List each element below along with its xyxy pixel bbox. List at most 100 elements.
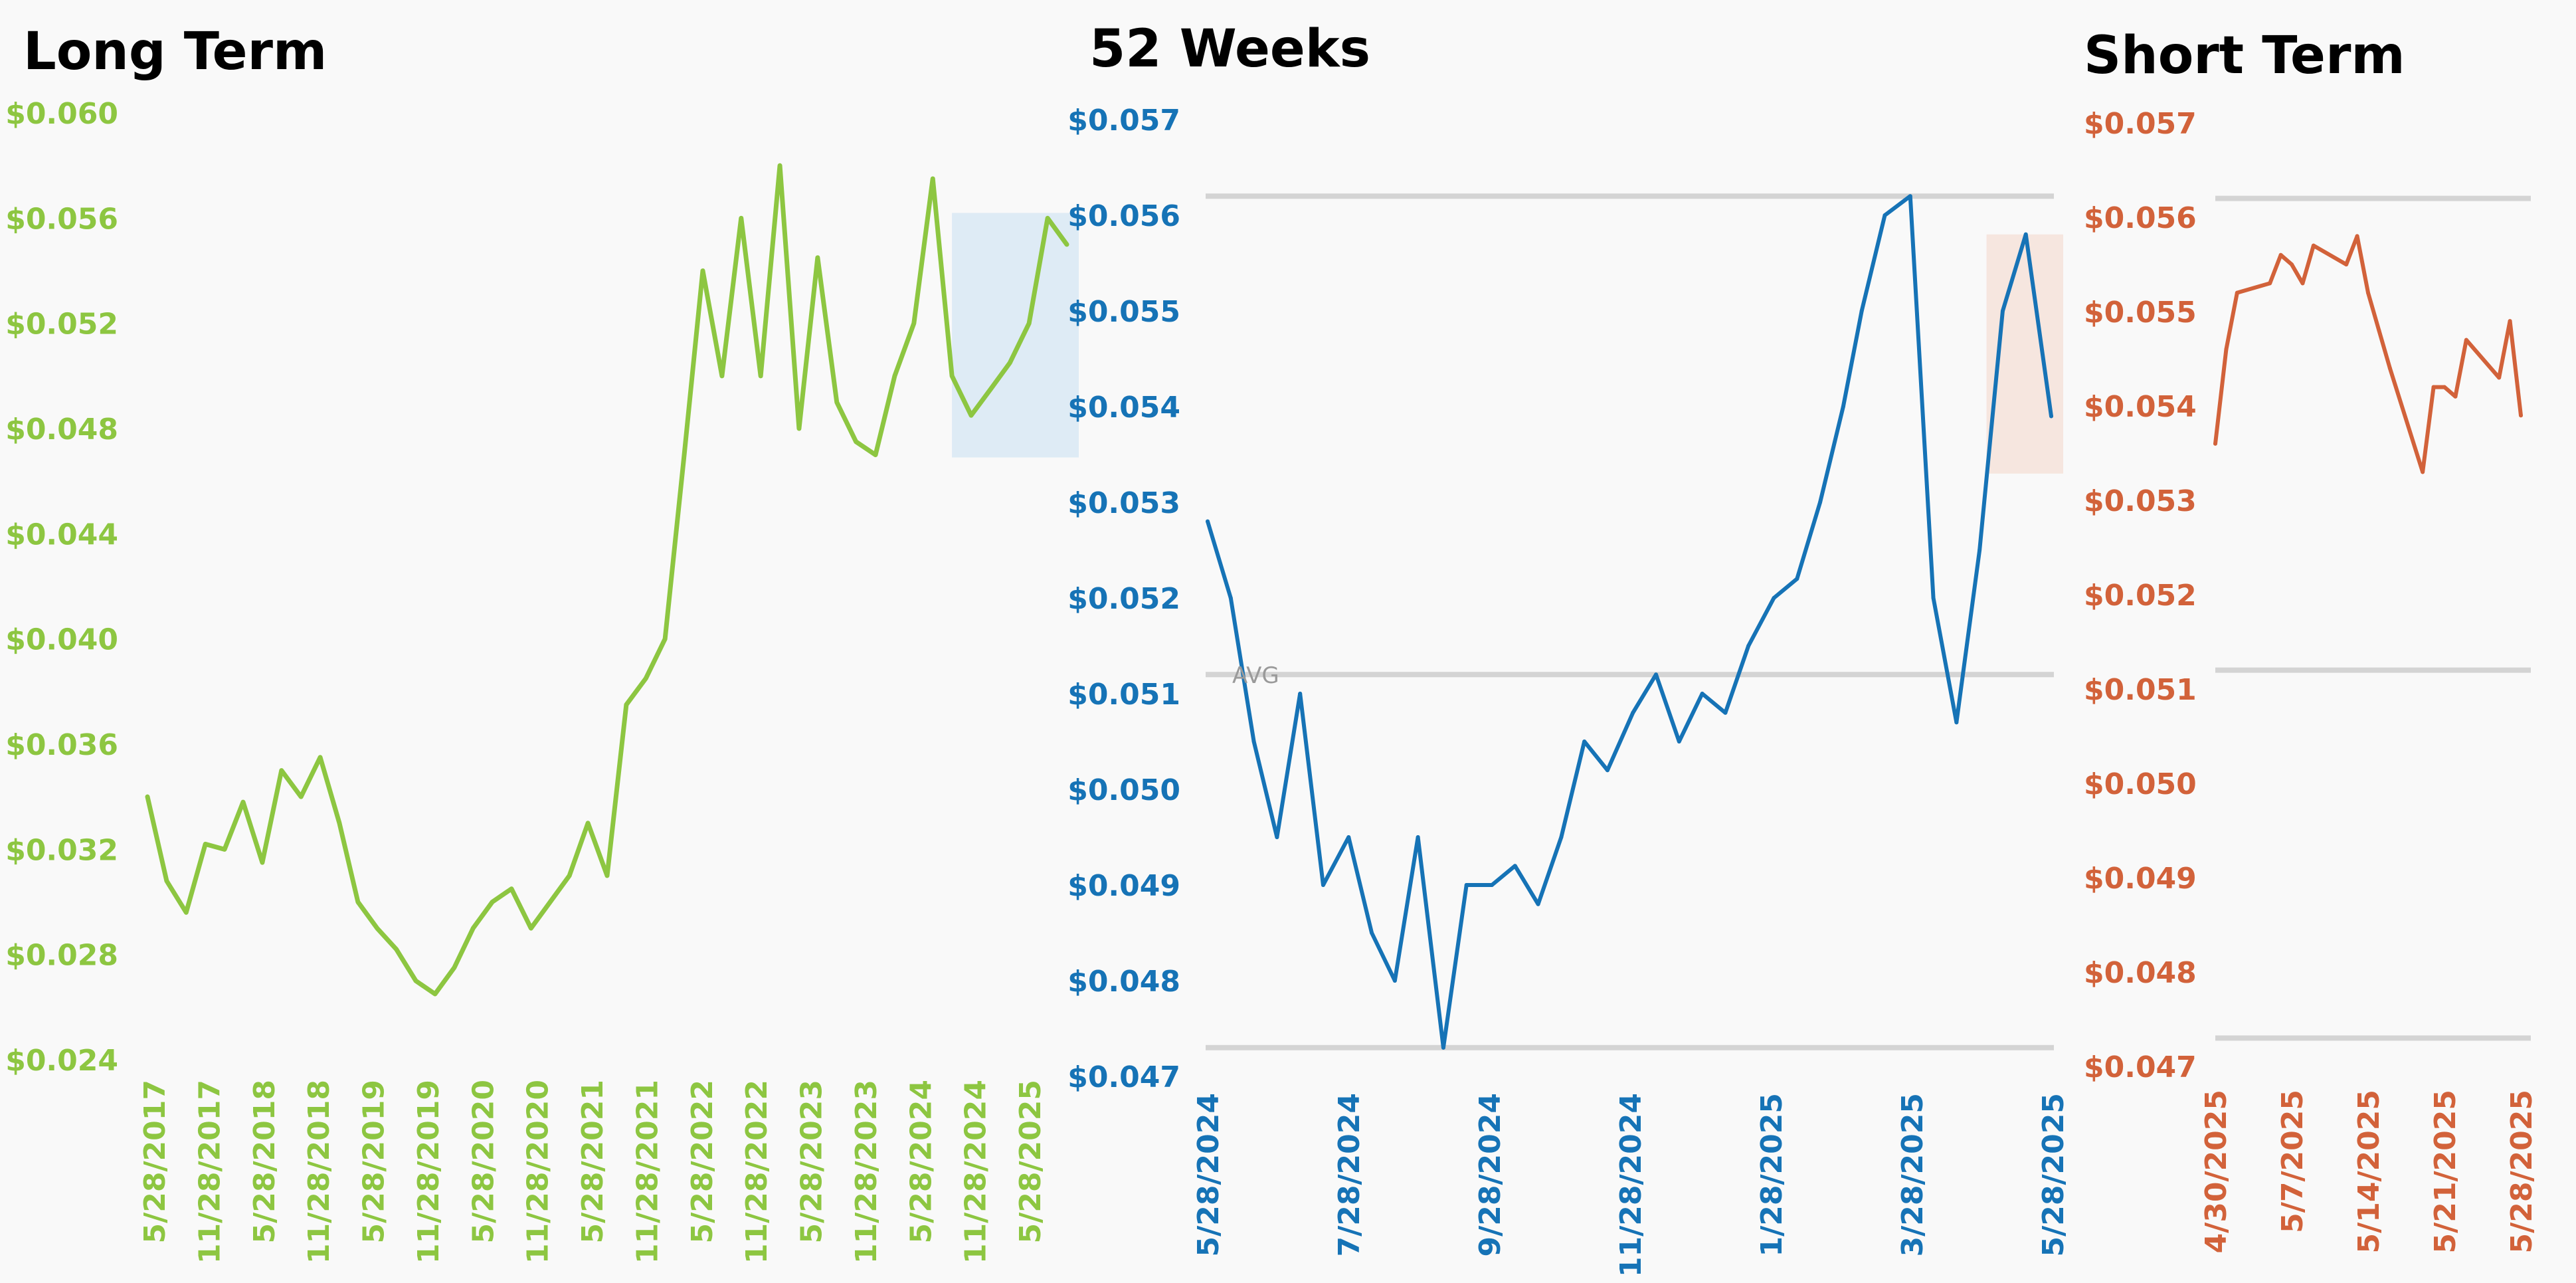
y-tick-label: $0.050: [2084, 767, 2197, 801]
y-tick-label: $0.049: [2084, 862, 2197, 896]
x-tick-label: 3/28/2025: [1896, 1093, 1930, 1256]
data-point: [1818, 500, 1823, 504]
y-tick-label: $0.054: [2084, 390, 2197, 424]
data-point: [1370, 931, 1374, 935]
data-point: [854, 439, 858, 444]
data-point: [567, 873, 572, 878]
data-point: [700, 268, 705, 273]
data-point: [509, 886, 514, 891]
data-point: [2421, 470, 2425, 474]
long-term-chart: Long Term $0.060 $0.056 $0.052 $0.048 $0.044…: [5, 22, 1079, 1264]
data-point: [2000, 309, 2005, 313]
series-line: [145, 163, 1069, 997]
avg-label: AVG: [1232, 662, 1279, 689]
y-tick-label: $0.055: [1067, 295, 1180, 329]
data-point: [164, 878, 169, 883]
data-point: [892, 373, 897, 378]
data-point: [1605, 768, 1610, 773]
data-point: [2049, 414, 2053, 419]
x-tick-label: 5/28/2023: [795, 1080, 829, 1243]
data-point: [815, 255, 820, 260]
data-point: [586, 821, 591, 825]
data-point: [2290, 262, 2294, 266]
data-point: [719, 373, 724, 378]
y-tick-label: $0.047: [2084, 1050, 2197, 1084]
data-point: [739, 216, 743, 221]
x-tick-label: 11/28/2024: [1614, 1093, 1648, 1277]
data-point: [1441, 1045, 1445, 1050]
y-tick-label: $0.028: [5, 939, 118, 973]
y-tick-label: $0.052: [5, 308, 118, 342]
data-point: [203, 842, 208, 846]
y-tick-label: $0.048: [1067, 965, 1180, 999]
y-tick-label: $0.053: [1067, 486, 1180, 520]
data-point: [2519, 413, 2523, 418]
data-point: [1536, 902, 1540, 906]
y-tick-label: $0.032: [5, 833, 118, 867]
series-line: [1206, 194, 2053, 1050]
data-point: [184, 910, 189, 915]
x-tick-label: 4/30/2025: [2199, 1090, 2233, 1253]
data-point: [2508, 319, 2512, 324]
x-tick-label: 5/28/2025: [1014, 1080, 1048, 1243]
data-point: [1654, 672, 1659, 677]
data-point: [1065, 242, 1069, 247]
data-point: [2431, 385, 2436, 389]
y-tick-label: $0.056: [1067, 199, 1180, 233]
data-point: [355, 900, 360, 904]
data-point: [759, 373, 763, 378]
x-tick-label: 11/28/2024: [959, 1080, 993, 1264]
data-point: [1908, 194, 1912, 199]
x-tick-label: 11/28/2021: [630, 1080, 664, 1264]
x-tick-label: 5/28/2025: [2505, 1090, 2539, 1253]
data-point: [432, 992, 437, 997]
data-point: [1700, 692, 1704, 696]
y-tick-label: $0.050: [1067, 773, 1180, 807]
x-tick-label: 7/28/2024: [1333, 1093, 1366, 1256]
y-tick-label: $0.053: [2084, 484, 2197, 518]
data-point: [529, 926, 533, 931]
y-tick-label: $0.051: [2084, 673, 2197, 707]
x-tick-label: 11/28/2020: [521, 1080, 555, 1264]
data-point: [452, 965, 456, 970]
x-tick-label: 5/28/2018: [248, 1080, 282, 1243]
y-tick-label: $0.055: [2084, 296, 2197, 330]
fifty-two-weeks-title: 52 Weeks: [1089, 19, 1370, 79]
data-point: [145, 795, 149, 799]
data-point: [2278, 252, 2283, 257]
data-point: [1559, 835, 1564, 839]
data-point: [375, 926, 379, 931]
y-tick-label: $0.054: [1067, 391, 1180, 425]
data-point: [1298, 692, 1303, 696]
x-tick-label: 1/28/2025: [1755, 1093, 1789, 1256]
data-point: [931, 176, 935, 181]
data-point: [2344, 262, 2349, 266]
x-tick-label: 5/28/2019: [357, 1080, 391, 1243]
data-point: [2224, 347, 2229, 351]
y-tick-label: $0.040: [5, 623, 118, 657]
y-tick-label: $0.056: [2084, 201, 2197, 235]
data-point: [2464, 338, 2468, 342]
y-tick-label: $0.057: [2084, 107, 2197, 141]
y-tick-label: $0.047: [1067, 1060, 1180, 1094]
x-tick-label: 5/28/2020: [466, 1080, 500, 1243]
x-tick-label: 11/28/2023: [850, 1080, 883, 1264]
data-point: [471, 926, 476, 931]
x-tick-label: 5/21/2025: [2429, 1090, 2462, 1253]
data-point: [1677, 740, 1681, 743]
data-point: [2453, 394, 2458, 399]
data-point: [1723, 710, 1728, 715]
data-point: [2442, 385, 2446, 389]
data-point: [1582, 740, 1587, 743]
data-point: [1392, 979, 1397, 983]
data-point: [1464, 883, 1469, 887]
data-point: [2235, 290, 2239, 295]
long-term-title: Long Term: [23, 22, 327, 82]
data-point: [988, 387, 993, 391]
data-point: [1631, 710, 1635, 715]
data-point: [1513, 864, 1517, 868]
data-point: [834, 400, 839, 405]
data-point: [682, 452, 687, 457]
y-tick-label: $0.044: [5, 518, 118, 551]
